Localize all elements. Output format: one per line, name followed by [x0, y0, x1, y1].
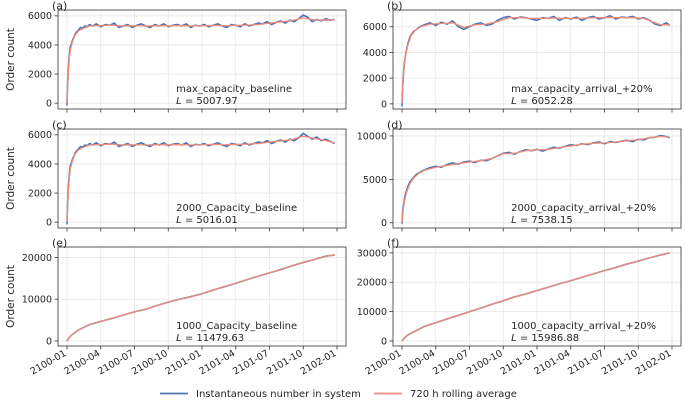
panel-label: (c)	[52, 119, 67, 132]
x-tick-label: 2100-04	[62, 348, 102, 377]
y-tick-label: 0	[46, 336, 52, 347]
run-name-label: 2000_Capacity_baseline	[176, 203, 297, 214]
y-tick-label: 6000	[363, 22, 387, 33]
x-tick-label: 2100-04	[397, 348, 437, 377]
mean-l-value: = 15986.88	[517, 333, 579, 344]
x-tick-label: 2101-07	[231, 348, 271, 377]
rolling-average-line	[401, 16, 670, 104]
x-tick-label: 2102-01	[299, 348, 339, 377]
panel-label: (d)	[387, 119, 403, 132]
mean-l-symbol: L	[176, 333, 182, 344]
y-axis-title: Order count	[5, 28, 17, 91]
panel-d: 0 5000 10000(d) 2000_capacity_arrival_+20%L…	[357, 119, 682, 232]
mean-l-label: L = 11479.63	[176, 333, 244, 344]
y-tick-label: 2000	[28, 188, 52, 199]
panel-e: 0 10000 20000(e) Order count 1000_Capacity_b…	[5, 237, 347, 377]
panel-f: 0 10000 20000 30000(f) 1000_capacity_arrival…	[357, 237, 682, 377]
y-tick-label: 30000	[357, 248, 387, 259]
x-tick-label: 2100-10	[465, 348, 505, 377]
y-tick-label: 0	[381, 99, 387, 110]
mean-l-symbol: L	[511, 333, 517, 344]
x-tick-label: 2101-07	[566, 348, 606, 377]
y-tick-label: 2000	[28, 69, 52, 80]
y-tick-label: 20000	[357, 278, 387, 289]
y-tick-label: 2000	[363, 74, 387, 85]
y-tick-label: 4000	[28, 40, 52, 51]
mean-l-symbol: L	[511, 215, 517, 226]
x-tick-label: 2101-04	[197, 348, 237, 377]
rolling-average-line	[66, 254, 335, 342]
x-tick-label: 2101-01	[164, 348, 204, 377]
run-name-label: max_capacity_arrival_+20%	[511, 84, 652, 95]
panel-c: 0 2000 4000 6000(c) Order count 2000_Capacity…	[5, 119, 347, 232]
mean-l-label: L = 7538.15	[511, 215, 573, 226]
x-tick-label: 2100-01	[364, 348, 404, 377]
x-tick-label: 2100-01	[29, 348, 69, 377]
mean-l-label: L = 5016.01	[176, 215, 238, 226]
mean-l-label: L = 5007.97	[176, 96, 238, 107]
panel-label: (f)	[387, 237, 399, 250]
y-tick-label: 10000	[357, 307, 387, 318]
rolling-average-line	[401, 135, 670, 223]
y-tick-label: 0	[46, 99, 52, 110]
mean-l-value: = 5007.97	[182, 96, 238, 107]
panel-a: 0 2000 4000 6000(a) Order count max_capacity_…	[5, 0, 347, 113]
panel-label: (a)	[52, 0, 67, 13]
mean-l-value: = 11479.63	[182, 333, 244, 344]
x-tick-label: 2100-07	[96, 348, 136, 377]
rolling-average-line	[401, 252, 670, 342]
legend: Instantaneous number in system 720 h roll…	[160, 389, 517, 400]
panel-label: (b)	[387, 0, 403, 13]
mean-l-symbol: L	[176, 96, 182, 107]
x-tick-label: 2101-10	[265, 348, 305, 377]
run-name-label: 1000_capacity_arrival_+20%	[511, 321, 656, 332]
y-tick-label: 0	[381, 218, 387, 229]
run-name-label: 2000_capacity_arrival_+20%	[511, 203, 656, 214]
rolling-average-line	[66, 135, 335, 223]
y-tick-label: 0	[381, 336, 387, 347]
mean-l-value: = 7538.15	[517, 215, 573, 226]
y-tick-label: 4000	[363, 48, 387, 59]
y-tick-label: 6000	[28, 11, 52, 22]
mean-l-value: = 6052.28	[517, 96, 573, 107]
run-name-label: max_capacity_baseline	[176, 84, 292, 95]
y-tick-label: 20000	[22, 253, 52, 264]
mean-l-symbol: L	[511, 96, 517, 107]
legend-label: Instantaneous number in system	[196, 389, 361, 400]
x-tick-label: 2102-01	[634, 348, 674, 377]
y-axis-title: Order count	[5, 265, 17, 328]
run-name-label: 1000_Capacity_baseline	[176, 321, 297, 332]
x-tick-label: 2101-01	[499, 348, 539, 377]
y-tick-label: 0	[46, 218, 52, 229]
x-tick-label: 2101-04	[532, 348, 572, 377]
rolling-average-line	[66, 17, 335, 104]
y-tick-label: 6000	[28, 130, 52, 141]
y-tick-label: 4000	[28, 159, 52, 170]
mean-l-label: L = 15986.88	[511, 333, 579, 344]
y-axis-title: Order count	[5, 147, 17, 210]
panel-label: (e)	[52, 237, 67, 250]
y-tick-label: 5000	[363, 175, 387, 186]
legend-label: 720 h rolling average	[410, 389, 517, 400]
y-tick-label: 10000	[357, 131, 387, 142]
y-tick-label: 10000	[22, 295, 52, 306]
x-tick-label: 2101-10	[600, 348, 640, 377]
mean-l-label: L = 6052.28	[511, 96, 573, 107]
x-tick-label: 2100-10	[130, 348, 170, 377]
mean-l-symbol: L	[176, 215, 182, 226]
x-tick-label: 2100-07	[431, 348, 471, 377]
mean-l-value: = 5016.01	[182, 215, 238, 226]
panel-b: 0 2000 4000 6000(b) max_capacity_arrival_+20…	[363, 0, 682, 113]
